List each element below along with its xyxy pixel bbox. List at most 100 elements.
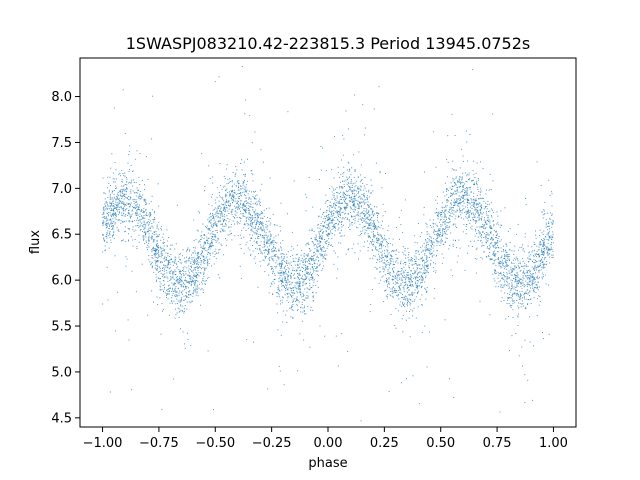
data-point xyxy=(368,235,370,237)
data-point xyxy=(471,201,473,203)
data-point xyxy=(152,257,154,259)
data-point xyxy=(127,215,129,216)
data-point xyxy=(310,306,312,308)
data-point xyxy=(320,229,322,231)
data-point xyxy=(444,319,446,321)
data-point xyxy=(182,311,184,313)
data-point xyxy=(281,262,283,264)
data-point xyxy=(110,198,112,200)
data-point xyxy=(151,257,153,259)
data-point xyxy=(388,278,390,280)
data-point xyxy=(222,215,224,217)
data-point xyxy=(286,310,288,312)
data-point xyxy=(148,223,150,225)
data-point xyxy=(342,134,344,136)
data-point xyxy=(545,236,547,238)
data-point xyxy=(197,257,199,259)
data-point xyxy=(271,266,273,268)
data-point xyxy=(249,216,251,218)
data-point xyxy=(530,281,532,283)
data-point xyxy=(382,215,384,217)
data-point xyxy=(444,232,446,234)
data-point xyxy=(296,310,298,312)
data-point xyxy=(449,206,451,208)
data-point xyxy=(349,220,351,222)
data-point xyxy=(427,265,429,267)
data-point xyxy=(488,211,489,212)
data-point xyxy=(380,235,382,237)
data-point xyxy=(168,291,170,292)
data-point xyxy=(393,251,395,253)
data-point xyxy=(387,273,388,274)
data-point xyxy=(461,178,463,180)
data-point xyxy=(274,274,276,276)
data-point xyxy=(154,256,156,258)
data-point xyxy=(348,185,350,187)
data-point xyxy=(506,255,508,257)
data-point xyxy=(528,269,530,271)
data-point xyxy=(389,283,390,285)
data-point xyxy=(275,235,277,237)
data-point xyxy=(260,227,262,229)
data-point xyxy=(148,236,150,238)
data-point xyxy=(340,221,342,223)
data-point xyxy=(161,302,163,304)
data-point xyxy=(232,202,234,203)
data-point xyxy=(390,295,392,297)
data-point xyxy=(423,206,425,208)
data-point xyxy=(396,290,397,292)
data-point xyxy=(449,215,451,217)
data-point xyxy=(207,350,209,352)
data-point xyxy=(543,241,545,243)
data-point xyxy=(290,287,291,289)
data-point xyxy=(452,212,454,214)
data-point xyxy=(159,255,161,257)
data-point xyxy=(382,262,384,264)
data-point xyxy=(307,243,309,245)
data-point xyxy=(456,227,458,228)
data-point xyxy=(363,218,365,220)
data-point xyxy=(254,216,256,218)
data-point xyxy=(552,235,554,237)
data-point xyxy=(131,270,133,272)
data-point xyxy=(392,238,394,240)
data-point xyxy=(378,255,380,257)
data-point xyxy=(383,257,384,258)
data-point xyxy=(326,240,328,242)
data-point xyxy=(515,256,517,258)
data-point xyxy=(130,191,132,193)
data-point xyxy=(115,214,117,216)
data-point xyxy=(457,182,459,183)
data-point xyxy=(121,181,123,183)
data-point xyxy=(407,284,408,286)
data-point xyxy=(125,204,127,206)
data-point xyxy=(222,197,224,199)
data-point xyxy=(223,254,225,256)
data-point xyxy=(193,219,195,221)
data-point xyxy=(341,202,343,204)
data-point xyxy=(125,184,127,185)
data-point xyxy=(112,201,114,202)
data-point xyxy=(462,195,464,197)
data-point xyxy=(428,256,430,258)
data-point xyxy=(232,199,234,201)
data-point xyxy=(354,171,356,172)
data-point xyxy=(244,224,246,226)
data-point xyxy=(255,209,257,211)
data-point xyxy=(367,204,369,206)
data-point xyxy=(196,292,198,294)
data-point xyxy=(416,267,418,269)
data-point xyxy=(346,184,348,185)
data-point xyxy=(461,176,463,178)
data-point xyxy=(135,204,137,206)
data-point xyxy=(426,366,428,368)
data-point xyxy=(208,246,210,248)
data-point xyxy=(133,199,135,201)
data-point xyxy=(373,224,375,225)
data-point xyxy=(405,262,407,264)
data-point xyxy=(203,237,205,239)
data-point xyxy=(495,265,497,267)
data-point xyxy=(298,288,300,290)
data-point xyxy=(186,281,188,283)
data-point xyxy=(157,246,159,248)
